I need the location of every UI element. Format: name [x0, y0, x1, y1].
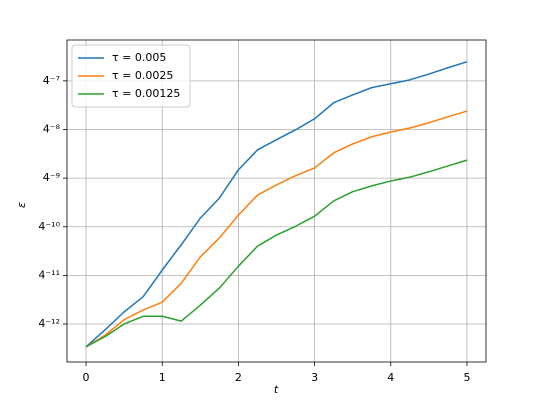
legend-label: τ = 0.005 — [112, 51, 166, 64]
x-tick-label: 0 — [83, 371, 90, 384]
x-tick-label: 1 — [159, 371, 166, 384]
axes-frame — [66, 39, 487, 363]
y-tick-label: 4⁻¹¹ — [38, 268, 60, 281]
x-tick-label: 2 — [235, 371, 242, 384]
data-line — [85, 61, 468, 348]
legend-label: τ = 0.0025 — [112, 69, 173, 82]
legend-label: τ = 0.00125 — [112, 87, 180, 100]
y-tick-label: 4⁻⁸ — [43, 122, 61, 135]
legend-box — [71, 44, 191, 108]
y-tick-label: 4⁻⁷ — [43, 74, 60, 87]
x-tick-label: 5 — [463, 371, 470, 384]
y-tick-label: 4⁻¹² — [38, 317, 60, 330]
y-axis-label: ε — [15, 202, 28, 208]
legend: τ = 0.005 τ = 0.0025 τ = 0.00125 — [71, 44, 191, 108]
x-tick-label: 4 — [387, 371, 394, 384]
y-tick-label: 4⁻⁹ — [43, 171, 60, 184]
data-line — [85, 159, 468, 348]
x-axis-label: t — [274, 383, 279, 396]
data-line — [85, 110, 468, 348]
x-tick-label: 3 — [311, 371, 318, 384]
y-tick-label: 4⁻¹⁰ — [38, 220, 60, 233]
